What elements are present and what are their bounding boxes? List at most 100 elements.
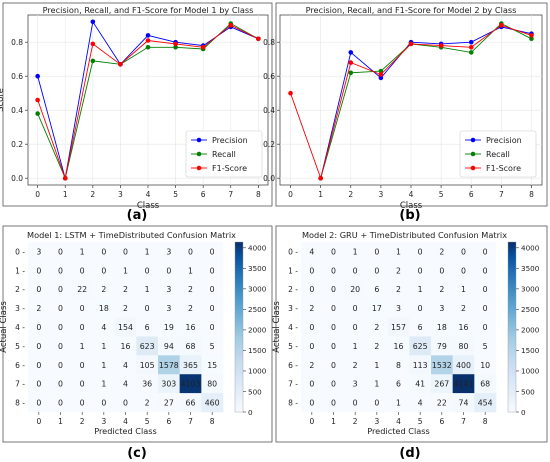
- data-point: [118, 62, 123, 67]
- cell-value: 2: [36, 304, 41, 313]
- cell-value: 0: [331, 285, 336, 294]
- cell-value: 3: [166, 285, 171, 294]
- heatmap-3: Model 2: GRU + TimeDistributed Confusion…: [272, 225, 548, 443]
- cell-value: 4: [418, 399, 423, 408]
- heatmap-cell: [71, 279, 94, 299]
- colorbar-segment: [235, 369, 243, 373]
- colorbar-segment: [235, 335, 243, 339]
- y-tick-label: 1 -: [288, 266, 298, 275]
- heatmap-cell: [28, 374, 50, 394]
- heatmap-cell: [322, 336, 345, 356]
- cell-value: 400: [456, 361, 471, 370]
- cell-value: 460: [205, 399, 220, 408]
- colorbar-segment: [235, 324, 243, 328]
- heatmap-cell: [158, 260, 180, 281]
- cell-value: 0: [58, 361, 63, 370]
- data-point: [378, 75, 384, 81]
- cell-value: 4103: [181, 380, 201, 389]
- cell-value: 0: [483, 266, 488, 275]
- heatmap-cell: [158, 242, 180, 262]
- colorbar-segment: [235, 264, 243, 268]
- colorbar-segment: [508, 312, 516, 317]
- colorbar-segment: [235, 310, 243, 314]
- colorbar-segment: [508, 315, 516, 319]
- heatmap-cell: [71, 298, 94, 318]
- colorbar-tick-label: 0: [521, 408, 526, 417]
- panel-label-c: (c): [127, 446, 147, 461]
- data-point: [62, 175, 68, 181]
- cell-value: 0: [80, 323, 85, 332]
- x-tick-label: 1: [318, 190, 323, 199]
- cell-value: 16: [394, 342, 404, 351]
- heatmap-cell: [201, 393, 224, 413]
- colorbar-tick-label: 2000: [248, 326, 267, 335]
- cell-value: 0: [374, 266, 379, 275]
- heatmap-cell: [28, 355, 50, 375]
- colorbar-frame: [507, 241, 517, 413]
- colorbar-tick-label: 2000: [521, 326, 540, 335]
- cell-value: 1: [353, 342, 358, 351]
- cell-value: 0: [309, 342, 314, 351]
- data-point: [35, 97, 40, 103]
- heatmap-cell: [71, 336, 94, 356]
- heatmap-cell: [49, 336, 72, 356]
- colorbar-segment: [235, 380, 243, 385]
- y-tick-label: 0.4: [11, 106, 23, 115]
- colorbar-segment: [235, 301, 243, 305]
- colorbar-segment: [508, 250, 516, 254]
- heatmap-cell: [409, 298, 432, 318]
- heatmap-cell: [344, 279, 367, 299]
- x-axis-label: Predicted Class: [367, 426, 430, 436]
- cell-value: 4: [123, 361, 128, 370]
- heatmap-cell: [179, 355, 202, 375]
- colorbar-segment: [235, 378, 243, 382]
- heatmap-cell: [201, 260, 224, 281]
- data-point: [173, 41, 178, 47]
- panel-label-a: (a): [127, 208, 148, 223]
- heatmap-cell: [387, 242, 410, 262]
- y-tick-label: 0.0: [11, 174, 23, 183]
- heatmap-cell: [322, 374, 345, 394]
- colorbar-segment: [235, 253, 243, 257]
- data-point: [256, 36, 261, 42]
- x-tick-label: 1: [58, 417, 63, 426]
- cell-value: 6: [145, 323, 150, 332]
- colorbar-tick-label: 500: [248, 387, 262, 396]
- cell-value: 1: [101, 380, 106, 389]
- x-axis-label: Class: [137, 201, 160, 211]
- legend-marker: [196, 151, 202, 157]
- heatmap-cell: [474, 317, 497, 337]
- colorbar-tick-label: 3500: [521, 264, 540, 273]
- y-axis-label: Actual Class: [272, 301, 282, 353]
- legend-marker: [196, 137, 202, 143]
- colorbar-segment: [235, 244, 243, 249]
- heatmap-cell: [431, 374, 453, 394]
- cell-value: 80: [207, 380, 217, 389]
- cell-value: 41: [415, 380, 425, 389]
- cell-value: 6: [418, 323, 423, 332]
- colorbar-segment: [508, 264, 516, 268]
- heatmap-cell: [474, 393, 497, 413]
- colorbar-segment: [508, 352, 516, 356]
- heatmap-cell: [344, 393, 367, 413]
- cell-value: 0: [331, 266, 336, 275]
- heatmap-cell: [179, 336, 202, 356]
- colorbar-segment: [235, 304, 243, 308]
- data-point: [288, 90, 293, 96]
- colorbar-segment: [508, 409, 516, 413]
- heatmap-cell: [474, 374, 497, 394]
- cell-value: 1: [101, 342, 106, 351]
- cell-value: 105: [140, 361, 155, 370]
- heatmap-cell: [71, 355, 94, 375]
- cell-value: 1: [461, 285, 466, 294]
- colorbar-segment: [235, 298, 243, 302]
- heatmap-cell: [93, 317, 115, 337]
- colorbar-segment: [235, 293, 243, 297]
- heatmap-cell: [474, 355, 497, 375]
- cell-value: 113: [413, 361, 428, 370]
- cell-value: 5: [210, 342, 215, 351]
- colorbar-segment: [508, 310, 516, 314]
- heatmap-cell: [49, 242, 72, 262]
- cell-value: 0: [331, 361, 336, 370]
- cell-value: 1: [396, 399, 401, 408]
